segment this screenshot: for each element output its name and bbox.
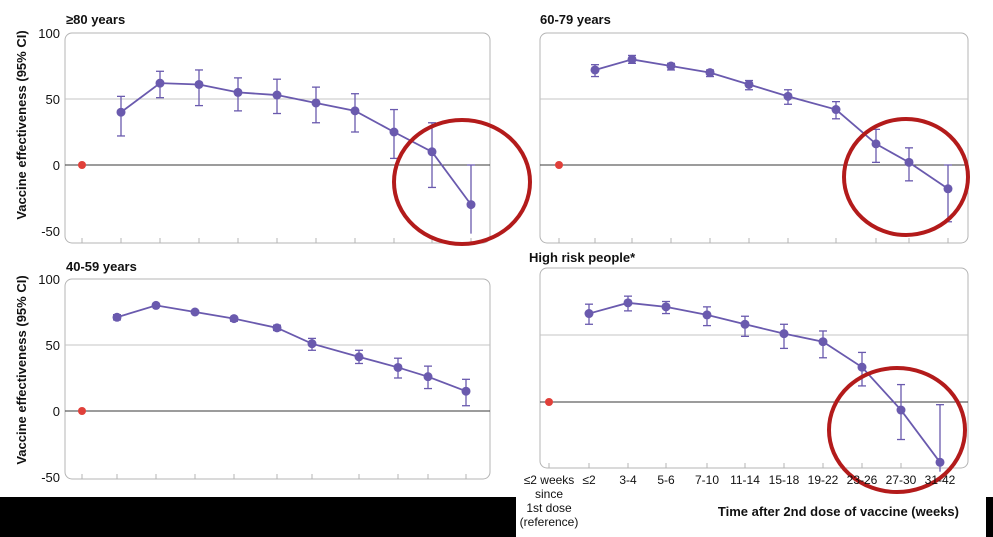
x-axis-label: Time after 2nd dose of vaccine (weeks): [718, 504, 959, 519]
data-point: [151, 300, 161, 310]
data-point: [307, 339, 317, 349]
data-point: [461, 386, 471, 396]
y-tick-label: 100: [38, 26, 60, 41]
redaction-bar-left: [0, 497, 516, 537]
data-point: [272, 90, 282, 100]
series-line: [594, 58, 949, 190]
x-tick-label: 31-42: [925, 473, 956, 487]
panel-title: High risk people*: [529, 250, 636, 265]
y-axis-label: Vaccine effectiveness (95% CI): [14, 275, 29, 464]
data-point: [896, 405, 906, 415]
data-point: [233, 87, 243, 97]
x-tick-label: 15-18: [769, 473, 800, 487]
plot-frame: [539, 32, 969, 244]
series-line: [588, 301, 941, 463]
data-point: [423, 372, 433, 382]
highlight-circle: [842, 117, 970, 237]
panel-title: 40-59 years: [66, 259, 137, 274]
data-point: [661, 302, 671, 312]
y-tick-label: 50: [46, 338, 60, 353]
y-tick-label: -50: [41, 224, 60, 239]
data-point: [311, 98, 321, 108]
series-line: [120, 82, 472, 206]
data-point: [393, 362, 403, 372]
reference-point: [78, 407, 86, 415]
data-point: [702, 310, 712, 320]
reference-tick-label: ≤2 weeks: [524, 473, 575, 487]
data-point: [857, 362, 867, 372]
data-point: [229, 314, 239, 324]
x-tick-label: 19-22: [808, 473, 839, 487]
data-point: [272, 323, 282, 333]
data-point: [190, 307, 200, 317]
y-tick-label: 100: [38, 272, 60, 287]
x-tick-label: ≤2: [582, 473, 596, 487]
chart-panel-1: ≥80 years 100 50 0 -50 Vaccine effectiveness …: [14, 12, 532, 246]
x-tick-label: 11-14: [730, 473, 760, 487]
data-point: [943, 184, 953, 194]
chart-panel-4: High risk people* ≤2 3-4 5-6 7-10 11-14 15-18 1…: [520, 250, 969, 529]
y-axis-label: Vaccine effectiveness (95% CI): [14, 30, 29, 219]
plot-frame: [539, 267, 969, 469]
y-tick-label: 0: [53, 158, 60, 173]
x-tick-label: 7-10: [695, 473, 719, 487]
highlight-circle: [827, 366, 967, 494]
data-point: [194, 79, 204, 89]
reference-point: [78, 161, 86, 169]
x-tick-label: 5-6: [657, 473, 675, 487]
data-point: [427, 147, 437, 157]
data-point: [935, 457, 945, 467]
highlight-circle: [392, 118, 532, 246]
data-point: [354, 352, 364, 362]
panel-title: ≥80 years: [66, 12, 125, 27]
data-point: [779, 329, 789, 339]
y-tick-label: 0: [53, 404, 60, 419]
x-tick-label: 27-30: [886, 473, 917, 487]
x-tick-label: 23-26: [847, 473, 878, 487]
reference-point: [545, 398, 553, 406]
panel-title: 60-79 years: [540, 12, 611, 27]
data-point: [740, 319, 750, 329]
data-point: [744, 79, 754, 89]
y-tick-label: -50: [41, 470, 60, 485]
chart-panel-2: 60-79 years: [539, 12, 970, 244]
reference-point: [555, 161, 563, 169]
data-point: [871, 139, 881, 149]
data-point: [389, 127, 399, 137]
chart-panel-3: 40-59 years 100 50 0 -50 Vaccine effectivenes…: [14, 259, 491, 485]
data-point: [466, 200, 476, 210]
reference-tick-label: (reference): [520, 515, 579, 529]
data-point: [350, 106, 360, 116]
data-point: [116, 107, 126, 117]
y-tick-label: 50: [46, 92, 60, 107]
data-point: [783, 91, 793, 101]
data-point: [590, 65, 600, 75]
data-point: [666, 61, 676, 71]
redaction-bar-right: [986, 497, 993, 537]
data-point: [112, 312, 122, 322]
reference-tick-label: 1st dose: [526, 501, 572, 515]
data-point: [155, 78, 165, 88]
data-point: [705, 68, 715, 78]
x-tick-label: 3-4: [619, 473, 637, 487]
data-point: [831, 105, 841, 115]
data-point: [818, 337, 828, 347]
data-point: [627, 54, 637, 64]
reference-tick-label: since: [535, 487, 563, 501]
plot-frame: [64, 32, 491, 244]
data-point: [584, 309, 594, 319]
data-point: [904, 157, 914, 167]
data-point: [623, 298, 633, 308]
series-line: [116, 304, 467, 393]
